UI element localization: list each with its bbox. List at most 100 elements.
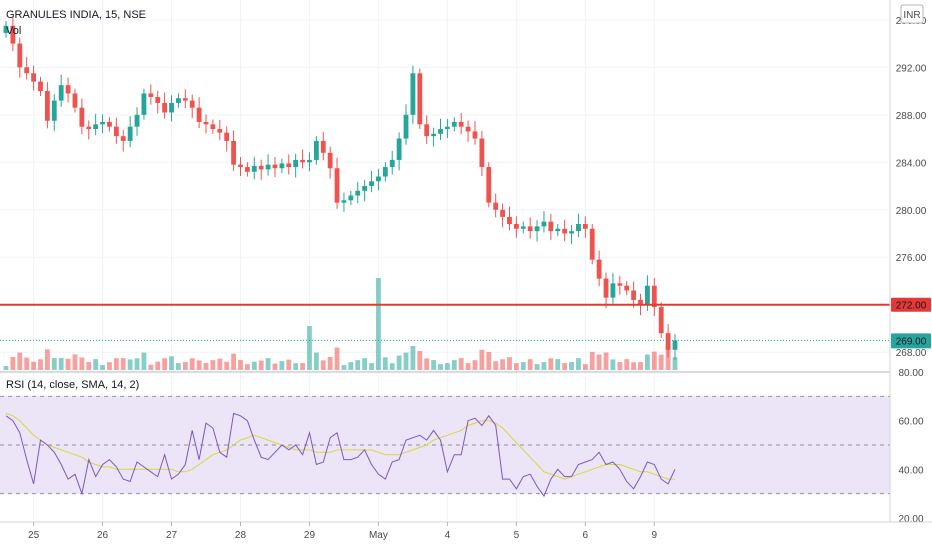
- volume-bar: [596, 354, 602, 370]
- candle-body: [362, 186, 368, 191]
- volume-bar: [465, 363, 471, 370]
- candle-body: [300, 159, 305, 163]
- volume-bar: [251, 361, 257, 370]
- candle-body: [72, 93, 78, 108]
- volume-bar: [603, 352, 609, 370]
- rsi-tick-label: 60.00: [898, 417, 923, 428]
- volume-label: Vol: [6, 25, 21, 37]
- candle-body: [162, 102, 168, 113]
- volume-bar: [479, 349, 485, 370]
- volume-bar: [534, 364, 540, 370]
- candle-body: [79, 107, 85, 127]
- volume-bar: [672, 357, 678, 370]
- rsi-axis-ticks: 80.00 60.00 40.00 20.00: [898, 368, 923, 525]
- candle-body: [272, 164, 278, 169]
- volume-bar: [403, 352, 409, 370]
- candle-body: [10, 25, 16, 44]
- candle-body: [334, 168, 340, 203]
- candle-body: [513, 224, 519, 229]
- volume-bar: [203, 363, 209, 370]
- volume-bar: [513, 363, 519, 370]
- volume-bar: [355, 360, 361, 370]
- time-tick-label: 6: [583, 530, 589, 541]
- volume-bar: [58, 357, 64, 370]
- currency-badge[interactable]: INR: [900, 4, 924, 24]
- volume-bar: [17, 352, 23, 370]
- candle-body: [610, 283, 616, 298]
- volume-bar: [79, 357, 85, 370]
- volume-bar: [617, 362, 623, 370]
- candle-body: [382, 167, 388, 177]
- volume-bar: [210, 360, 216, 370]
- last-price-label: 269.00: [891, 333, 931, 349]
- candle-body: [169, 102, 174, 113]
- volume-bar: [644, 354, 650, 370]
- volume-bar: [362, 358, 368, 370]
- volume-bar: [376, 278, 381, 370]
- volume-bar: [148, 364, 154, 370]
- volume-bar: [320, 360, 326, 370]
- time-axis-labels[interactable]: 25 26 27 28 29 May 4 5 6 9: [28, 522, 658, 541]
- candle-body: [189, 100, 195, 108]
- candle-body: [93, 124, 99, 130]
- volume-bar: [431, 360, 437, 370]
- candle-body: [369, 181, 374, 187]
- candle-body: [534, 226, 540, 232]
- candle-body: [65, 85, 71, 94]
- volume-bar: [658, 354, 664, 370]
- time-tick-label: 27: [166, 530, 178, 541]
- time-tick-label: 28: [235, 530, 247, 541]
- candle-body: [134, 114, 140, 127]
- volume-bar: [493, 361, 499, 370]
- volume-bar: [486, 352, 492, 370]
- candle-body: [672, 340, 678, 350]
- volume-bar: [93, 359, 99, 370]
- volume-bar: [24, 357, 30, 370]
- volume-bar: [31, 361, 37, 370]
- rsi-line: [5, 412, 676, 498]
- candle-body: [486, 167, 492, 203]
- candle-body: [644, 285, 650, 305]
- candle-body: [417, 73, 423, 125]
- candle-body: [238, 164, 243, 168]
- candle-body: [348, 195, 354, 201]
- candle-body: [396, 138, 402, 160]
- hline-price-text: 272.00: [896, 301, 927, 312]
- candle-body: [665, 333, 671, 350]
- time-tick-label: 29: [304, 530, 316, 541]
- volume-bar: [134, 358, 140, 370]
- volume-bars: [3, 278, 678, 370]
- candle-body: [293, 159, 299, 168]
- candle-body: [320, 140, 326, 153]
- time-tick-label: 26: [97, 530, 109, 541]
- volume-bar: [65, 358, 71, 370]
- candle-body: [258, 165, 264, 170]
- volume-bar: [196, 360, 202, 370]
- candle-body: [376, 176, 381, 182]
- volume-bar: [424, 358, 430, 370]
- volume-bar: [369, 363, 374, 370]
- volume-bar: [217, 358, 223, 370]
- last-price-text: 269.00: [896, 336, 927, 347]
- candle-body: [176, 98, 181, 103]
- volume-bar: [520, 362, 526, 370]
- candle-body: [403, 114, 409, 139]
- candle-body: [562, 228, 568, 234]
- candle-body: [100, 121, 105, 125]
- candle-body: [3, 25, 9, 33]
- candle-body: [44, 91, 50, 121]
- candle-body: [327, 152, 333, 169]
- volume-bar: [100, 365, 105, 370]
- price-axis-area[interactable]: [890, 0, 932, 550]
- candle-body: [596, 259, 602, 279]
- volume-bar: [665, 346, 671, 370]
- volume-bar: [307, 326, 312, 370]
- candle-body: [182, 98, 188, 101]
- candle-body: [603, 278, 609, 298]
- time-tick-label: 25: [28, 530, 40, 541]
- volume-bar: [72, 354, 78, 370]
- rsi-label: RSI (14, close, SMA, 14, 2): [6, 379, 139, 391]
- candle-body: [120, 136, 126, 141]
- volume-bar: [348, 362, 354, 370]
